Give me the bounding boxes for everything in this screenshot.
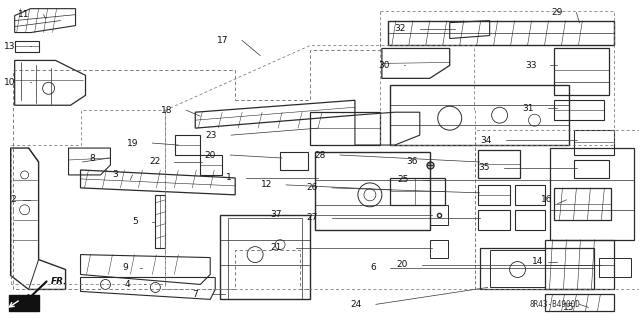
Text: 6: 6: [370, 263, 376, 272]
Text: 16: 16: [541, 195, 552, 204]
Text: 20: 20: [205, 151, 216, 160]
Text: 3: 3: [113, 170, 118, 179]
Text: 7: 7: [193, 290, 198, 299]
Text: 28: 28: [315, 151, 326, 160]
Text: 32: 32: [394, 24, 406, 33]
Text: 34: 34: [480, 136, 492, 145]
Text: 30: 30: [378, 61, 390, 70]
Text: 36: 36: [406, 158, 418, 167]
Text: 21: 21: [271, 243, 282, 252]
Text: 2: 2: [10, 195, 15, 204]
Text: 37: 37: [271, 210, 282, 219]
Text: 31: 31: [522, 104, 534, 113]
Text: 23: 23: [206, 130, 217, 140]
Text: FR.: FR.: [51, 277, 67, 286]
Text: 25: 25: [397, 175, 409, 184]
Text: 12: 12: [260, 180, 272, 189]
Text: 22: 22: [149, 158, 161, 167]
Text: 8: 8: [90, 153, 95, 162]
Text: 17: 17: [217, 36, 228, 45]
Text: 18: 18: [161, 106, 172, 115]
Text: 1: 1: [227, 174, 232, 182]
Text: 26: 26: [307, 183, 318, 192]
Text: 20: 20: [396, 260, 408, 269]
Text: 29: 29: [551, 8, 563, 17]
Text: 24: 24: [351, 300, 362, 309]
FancyBboxPatch shape: [9, 295, 38, 311]
Text: 33: 33: [525, 61, 536, 70]
Text: 35: 35: [478, 163, 490, 173]
Text: 5: 5: [132, 217, 138, 226]
Text: 11: 11: [18, 10, 29, 19]
Text: 27: 27: [307, 213, 318, 222]
Text: 19: 19: [127, 138, 138, 148]
Text: 4: 4: [125, 280, 131, 289]
Text: 10: 10: [4, 78, 15, 87]
Text: 13: 13: [4, 42, 15, 51]
Text: 15: 15: [563, 303, 575, 312]
Text: 9: 9: [123, 263, 129, 272]
Text: 14: 14: [532, 257, 543, 266]
Text: 8R43-B4900D: 8R43-B4900D: [529, 300, 580, 309]
